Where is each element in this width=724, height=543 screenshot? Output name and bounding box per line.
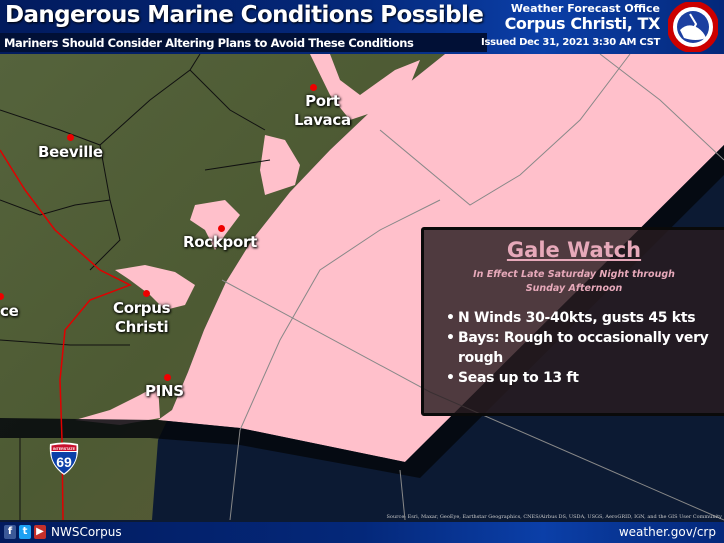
alert-bullet: N Winds 30-40kts, gusts 45 kts [446, 308, 718, 328]
city-label-partial: ce [0, 302, 19, 320]
header-banner: Dangerous Marine Conditions Possible Mar… [0, 0, 724, 54]
city-label-pins: PINS [145, 382, 184, 400]
city-label-rockport: Rockport [183, 233, 257, 251]
city-dot-rockport [218, 225, 225, 232]
issued-time: Issued Dec 31, 2021 3:30 AM CST [481, 37, 660, 48]
alert-bullet: Bays: Rough to occasionally very rough [446, 328, 718, 368]
city-label-beeville: Beeville [38, 143, 103, 161]
city-dot-pins [164, 374, 171, 381]
footer-banner: f t ▶ NWSCorpus weather.gov/crp [0, 522, 724, 543]
city-label-port-lavaca: Port Lavaca [294, 92, 351, 129]
interstate-label: INTERSTATE [53, 447, 76, 451]
land [0, 54, 445, 520]
county-lines [0, 53, 271, 520]
alert-bullets: N Winds 30-40kts, gusts 45 kts Bays: Rou… [446, 308, 718, 388]
page-subtitle: Mariners Should Consider Altering Plans … [4, 36, 414, 50]
bays [75, 54, 420, 425]
alert-box: Gale Watch In Effect Late Saturday Night… [421, 227, 724, 416]
facebook-icon[interactable]: f [4, 525, 16, 539]
interstate-69-shield-icon: INTERSTATE 69 [49, 442, 79, 475]
city-dot-partial [0, 293, 4, 300]
youtube-icon[interactable]: ▶ [34, 525, 46, 539]
page-title: Dangerous Marine Conditions Possible [5, 2, 484, 28]
office-label: Weather Forecast Office [510, 2, 660, 15]
office-name: Corpus Christi, TX [504, 14, 661, 33]
subtitle-bar [0, 33, 487, 52]
interstate-number: 69 [56, 454, 72, 470]
nws-logo [668, 2, 718, 52]
website-link[interactable]: weather.gov/crp [618, 525, 716, 539]
alert-effective: In Effect Late Saturday Night through Sun… [473, 269, 675, 294]
map-source-credit: Source: Esri, Maxar, GeoEye, Earthstar G… [386, 514, 723, 520]
alert-bullet: Seas up to 13 ft [446, 368, 718, 388]
city-dot-port-lavaca [310, 84, 317, 91]
city-label-corpus-christi: Corpus Christi [113, 299, 171, 336]
highway [0, 149, 132, 521]
social-handle[interactable]: NWSCorpus [51, 525, 122, 539]
twitter-icon[interactable]: t [19, 525, 31, 539]
alert-title: Gale Watch [506, 238, 642, 262]
city-dot-corpus-christi [143, 290, 150, 297]
city-dot-beeville [67, 134, 74, 141]
